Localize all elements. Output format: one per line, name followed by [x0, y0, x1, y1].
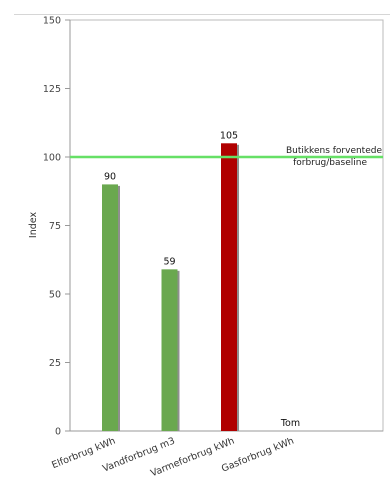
y-tick-label: 75	[49, 221, 61, 232]
y-tick-label: 100	[43, 153, 61, 164]
bar-value-label: Tom	[280, 418, 300, 429]
bar-value-label: 90	[104, 171, 116, 182]
bar	[102, 184, 118, 431]
y-tick-label: 150	[43, 16, 61, 27]
baseline-annotation-line-1: Butikkens forventede	[286, 146, 383, 156]
y-axis-ticks: 0 25 50 75 100 125 150	[43, 16, 70, 438]
baseline-annotation-line-2: forbrug/baseline	[293, 158, 367, 168]
bar-value-label: 105	[220, 130, 238, 141]
y-tick-label: 50	[49, 290, 61, 301]
bar	[221, 143, 237, 432]
bar-value-label: 59	[163, 256, 175, 267]
y-tick-label: 0	[55, 427, 61, 438]
y-axis-label: Index	[28, 212, 39, 239]
y-tick-label: 25	[49, 358, 61, 369]
bars: 90 59 105 Tom	[102, 130, 300, 432]
bar	[161, 269, 178, 431]
y-tick-label: 125	[43, 84, 61, 95]
